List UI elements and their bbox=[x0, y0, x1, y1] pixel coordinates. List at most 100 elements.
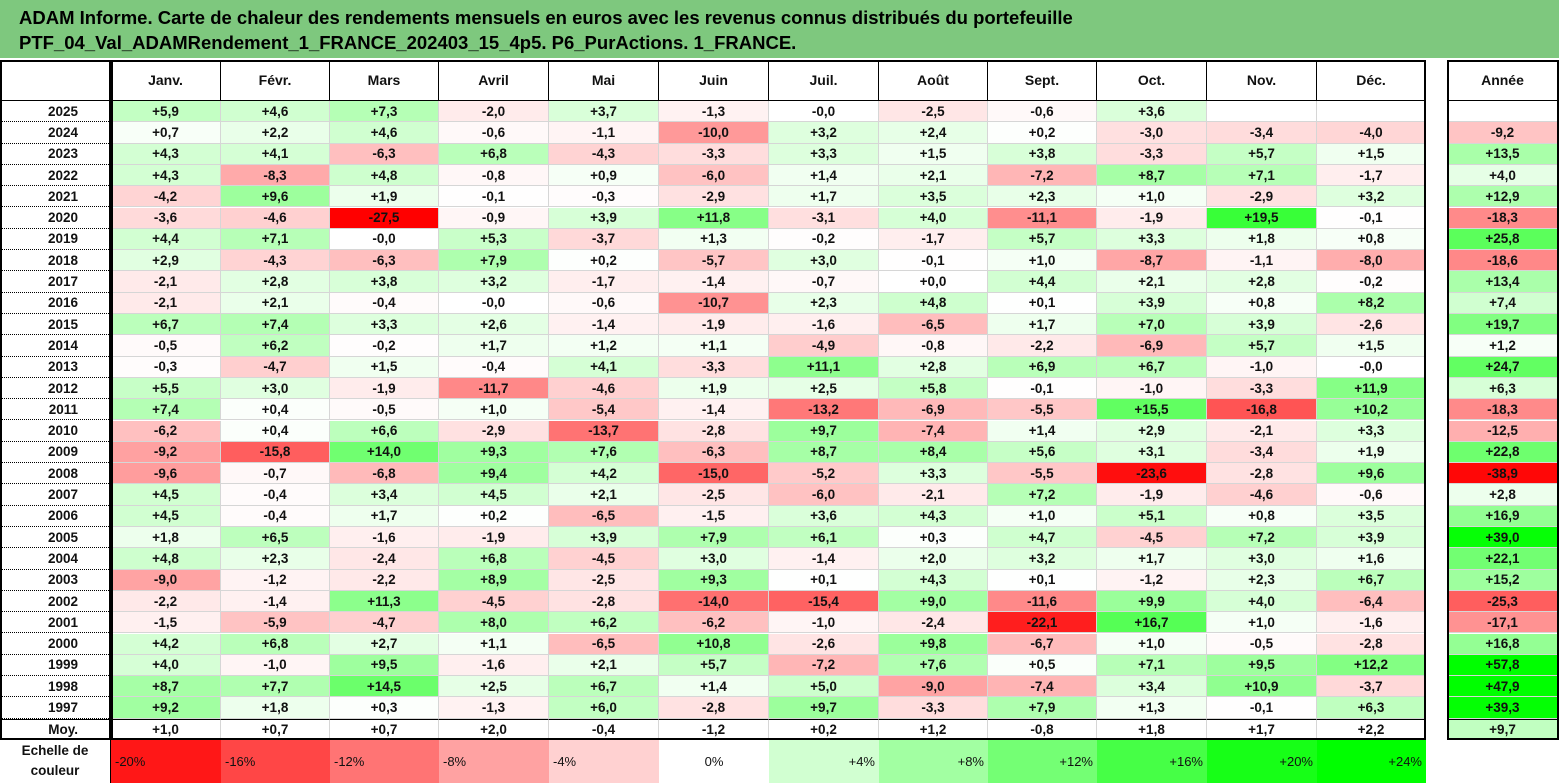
heatmap-cell: +11,1 bbox=[769, 356, 879, 378]
heatmap-cell: -3,0 bbox=[1097, 122, 1207, 144]
average-annual-cell: +9,7 bbox=[1447, 718, 1559, 740]
heatmap-cell: +1,7 bbox=[988, 314, 1097, 336]
heatmap-cell: -6,3 bbox=[330, 143, 439, 165]
annual-cell: -25,3 bbox=[1447, 590, 1559, 613]
heatmap-cell: -0,2 bbox=[1317, 271, 1426, 293]
heatmap-cell: -11,6 bbox=[988, 590, 1097, 613]
heatmap-cell: -1,1 bbox=[1207, 250, 1317, 272]
heatmap-cell: -11,1 bbox=[988, 207, 1097, 229]
year-label: 2008 bbox=[0, 463, 111, 485]
heatmap-cell: +6,9 bbox=[988, 356, 1097, 378]
month-header: Sept. bbox=[988, 60, 1097, 101]
heatmap-cell: -4,6 bbox=[221, 207, 330, 229]
average-cell: +2,2 bbox=[1317, 718, 1426, 740]
heatmap-cell: +4,3 bbox=[111, 143, 221, 165]
heatmap-cell: +3,3 bbox=[330, 314, 439, 336]
heatmap-cell: -1,5 bbox=[111, 612, 221, 634]
heatmap-cell: +1,7 bbox=[439, 335, 549, 357]
heatmap-cell: -2,9 bbox=[659, 186, 769, 208]
average-cell: +0,2 bbox=[769, 718, 879, 740]
heatmap-cell: -2,1 bbox=[111, 292, 221, 314]
heatmap-cell: +5,3 bbox=[439, 228, 549, 251]
average-cell: -0,8 bbox=[988, 718, 1097, 740]
heatmap-cell: +4,5 bbox=[111, 484, 221, 506]
heatmap-cell: -2,8 bbox=[659, 420, 769, 442]
heatmap-cell: +1,3 bbox=[1097, 697, 1207, 719]
annual-cell: -12,5 bbox=[1447, 420, 1559, 442]
heatmap-cell: +9,2 bbox=[111, 697, 221, 719]
year-label: 2001 bbox=[0, 612, 111, 634]
annual-cell: +39,3 bbox=[1447, 697, 1559, 719]
heatmap-cell: -5,5 bbox=[988, 463, 1097, 485]
heatmap-cell: -0,3 bbox=[111, 356, 221, 378]
heatmap-cell: +3,9 bbox=[1097, 292, 1207, 314]
heatmap-cell: +14,0 bbox=[330, 441, 439, 464]
year-label: 2009 bbox=[0, 441, 111, 464]
heatmap-cell: -1,4 bbox=[221, 590, 330, 613]
heatmap-cell: -7,2 bbox=[769, 654, 879, 677]
heatmap-cell: -3,3 bbox=[879, 697, 988, 719]
heatmap-cell: +1,4 bbox=[988, 420, 1097, 442]
heatmap-cell: -0,5 bbox=[1207, 633, 1317, 655]
annual-cell: +6,3 bbox=[1447, 377, 1559, 400]
heatmap-cell: +0,7 bbox=[111, 122, 221, 144]
heatmap-cell: -2,8 bbox=[1317, 633, 1426, 655]
heatmap-cell: +7,6 bbox=[549, 441, 659, 464]
heatmap-cell: -6,2 bbox=[659, 612, 769, 634]
heatmap-cell: -4,7 bbox=[221, 356, 330, 378]
heatmap-cell: -0,5 bbox=[111, 335, 221, 357]
heatmap-cell: +4,8 bbox=[879, 292, 988, 314]
year-label: 2013 bbox=[0, 356, 111, 378]
heatmap-cell: -2,9 bbox=[1207, 186, 1317, 208]
heatmap-cell: +7,3 bbox=[330, 101, 439, 123]
color-scale-label-line: Echelle de bbox=[21, 743, 89, 759]
heatmap-cell: -0,7 bbox=[221, 463, 330, 485]
color-scale-annual bbox=[1447, 740, 1559, 783]
heatmap-cell: +3,8 bbox=[988, 143, 1097, 165]
heatmap-cell: -0,4 bbox=[221, 484, 330, 506]
heatmap-cell: -2,6 bbox=[769, 633, 879, 655]
heatmap-cell: -1,3 bbox=[659, 101, 769, 123]
heatmap-cell: -0,3 bbox=[549, 186, 659, 208]
color-scale-swatch: +20% bbox=[1207, 739, 1317, 783]
heatmap-cell: +4,2 bbox=[111, 633, 221, 655]
heatmap-cell: -0,6 bbox=[549, 292, 659, 314]
heatmap-cell: +1,7 bbox=[330, 505, 439, 527]
month-header: Mai bbox=[549, 60, 659, 101]
heatmap-cell: +3,0 bbox=[769, 250, 879, 272]
heatmap-cell: +4,5 bbox=[439, 484, 549, 506]
heatmap-cell: +1,0 bbox=[1097, 633, 1207, 655]
year-label: 2016 bbox=[0, 292, 111, 314]
color-scale-label-line: couleur bbox=[30, 763, 80, 779]
heatmap-cell: -3,1 bbox=[769, 207, 879, 229]
heatmap-cell: +3,9 bbox=[549, 527, 659, 549]
heatmap-cell: +1,1 bbox=[439, 633, 549, 655]
annual-cell: +16,8 bbox=[1447, 633, 1559, 655]
heatmap-cell: -0,4 bbox=[439, 356, 549, 378]
heatmap-cell: +1,9 bbox=[330, 186, 439, 208]
heatmap-cell: -0,2 bbox=[330, 335, 439, 357]
heatmap-cell: +1,5 bbox=[330, 356, 439, 378]
heatmap-cell: +3,2 bbox=[1317, 186, 1426, 208]
heatmap-cell: -1,9 bbox=[1097, 484, 1207, 506]
heatmap-cell: -6,5 bbox=[549, 633, 659, 655]
heatmap-cell: +7,7 bbox=[221, 676, 330, 698]
heatmap-cell: -9,6 bbox=[111, 463, 221, 485]
heatmap-cell: +9,3 bbox=[439, 441, 549, 464]
heatmap-cell: -6,5 bbox=[549, 505, 659, 527]
year-label: 2005 bbox=[0, 527, 111, 549]
report-title: ADAM Informe. Carte de chaleur des rende… bbox=[0, 0, 1559, 58]
heatmap-cell: +6,8 bbox=[221, 633, 330, 655]
heatmap-cell: +3,8 bbox=[330, 271, 439, 293]
average-label: Moy. bbox=[0, 718, 111, 740]
heatmap-cell: +15,5 bbox=[1097, 399, 1207, 421]
annual-cell: +12,9 bbox=[1447, 186, 1559, 208]
heatmap-cell: -7,4 bbox=[879, 420, 988, 442]
heatmap-cell: +4,0 bbox=[111, 654, 221, 677]
heatmap-cell: +0,9 bbox=[549, 164, 659, 187]
column-gap bbox=[1426, 60, 1447, 740]
heatmap-cell: -13,2 bbox=[769, 399, 879, 421]
heatmap-cell: -1,4 bbox=[549, 314, 659, 336]
heatmap-cell: +4,2 bbox=[549, 463, 659, 485]
heatmap-cell: -23,6 bbox=[1097, 463, 1207, 485]
